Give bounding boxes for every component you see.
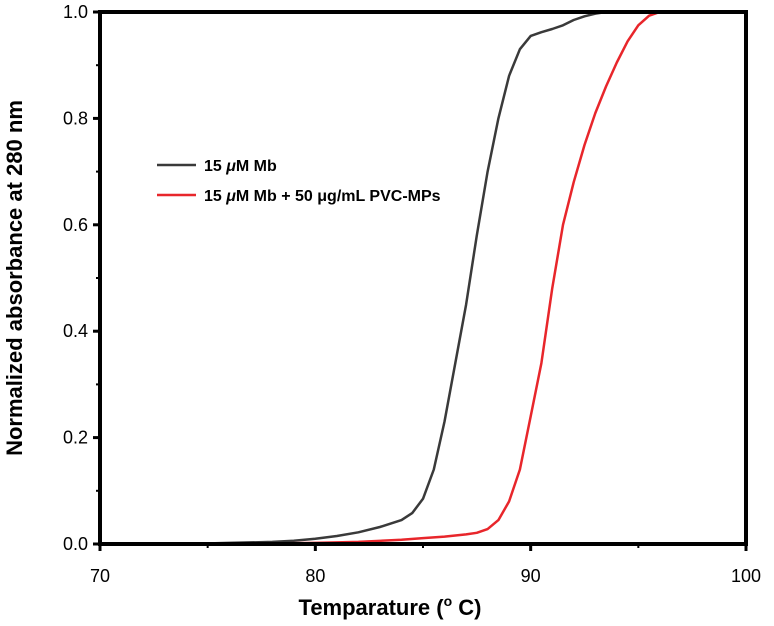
y-axis-ticks: 0.0 0.2 0.4 0.6 0.8 1.0 — [63, 2, 100, 554]
x-axis-title: Temparature (o C) — [299, 593, 482, 620]
plot-frame — [98, 10, 748, 546]
legend-label-1: 15 μM Mb — [204, 158, 277, 175]
y-tick-label: 0.2 — [63, 428, 88, 448]
x-axis-title-superscript: o — [444, 593, 453, 609]
y-tick-label: 0.8 — [63, 108, 88, 128]
series-line-2 — [98, 10, 662, 546]
x-tick-label: 100 — [731, 566, 761, 586]
series-line-1 — [98, 10, 662, 546]
y-tick-label: 0.4 — [63, 321, 88, 341]
curves-layer — [98, 10, 662, 546]
x-axis-ticks: 70 80 90 100 — [90, 544, 761, 586]
legend-label-2: 15 μM Mb + 50 μg/mL PVC-MPs — [204, 188, 441, 205]
y-tick-label: 1.0 — [63, 2, 88, 22]
legend: 15 μM Mb 15 μM Mb + 50 μg/mL PVC-MPs — [157, 158, 441, 205]
y-tick-label: 0.6 — [63, 215, 88, 235]
y-axis-title: Normalized absorbance at 280 nm — [2, 100, 27, 456]
x-tick-label: 80 — [305, 566, 325, 586]
x-tick-label: 90 — [521, 566, 541, 586]
x-tick-label: 70 — [90, 566, 110, 586]
y-tick-label: 0.0 — [63, 534, 88, 554]
